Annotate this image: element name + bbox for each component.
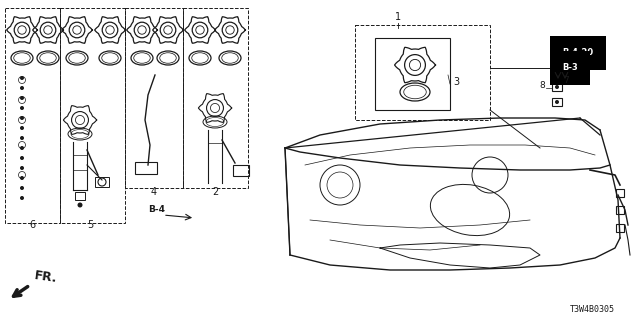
Text: 3: 3 [453,77,459,87]
Text: 5: 5 [87,220,93,230]
Bar [233,165,249,176]
Text: T3W4B0305: T3W4B0305 [570,305,615,314]
Bar [616,189,624,197]
Circle shape [20,126,24,130]
Bar [95,177,109,187]
Bar [552,83,562,91]
Circle shape [20,116,24,120]
Bar [135,162,157,174]
Circle shape [20,136,24,140]
Text: B-4: B-4 [148,205,165,214]
Circle shape [20,186,24,190]
Circle shape [20,106,24,110]
Bar [375,38,450,110]
Circle shape [20,96,24,100]
Bar [616,206,624,214]
Bar [616,224,624,232]
Circle shape [555,85,559,89]
Text: 8: 8 [540,81,545,90]
Circle shape [20,166,24,170]
Circle shape [20,76,24,80]
Text: 6: 6 [29,220,35,230]
Circle shape [20,196,24,200]
Circle shape [20,156,24,160]
Bar [552,98,562,106]
Circle shape [555,100,559,104]
Text: 1: 1 [395,12,401,22]
Bar [355,25,490,120]
Text: B-3: B-3 [562,63,578,72]
Text: 2: 2 [212,187,218,197]
Bar [125,8,183,188]
Bar [5,8,60,223]
Circle shape [77,203,83,207]
Bar [75,192,85,200]
Bar [183,8,248,188]
Circle shape [20,146,24,150]
Text: B-4-20: B-4-20 [562,48,593,57]
Circle shape [20,86,24,90]
Text: 7: 7 [563,76,569,85]
Bar [60,8,125,223]
Circle shape [20,176,24,180]
Text: 4: 4 [151,187,157,197]
Text: FR.: FR. [33,269,58,285]
